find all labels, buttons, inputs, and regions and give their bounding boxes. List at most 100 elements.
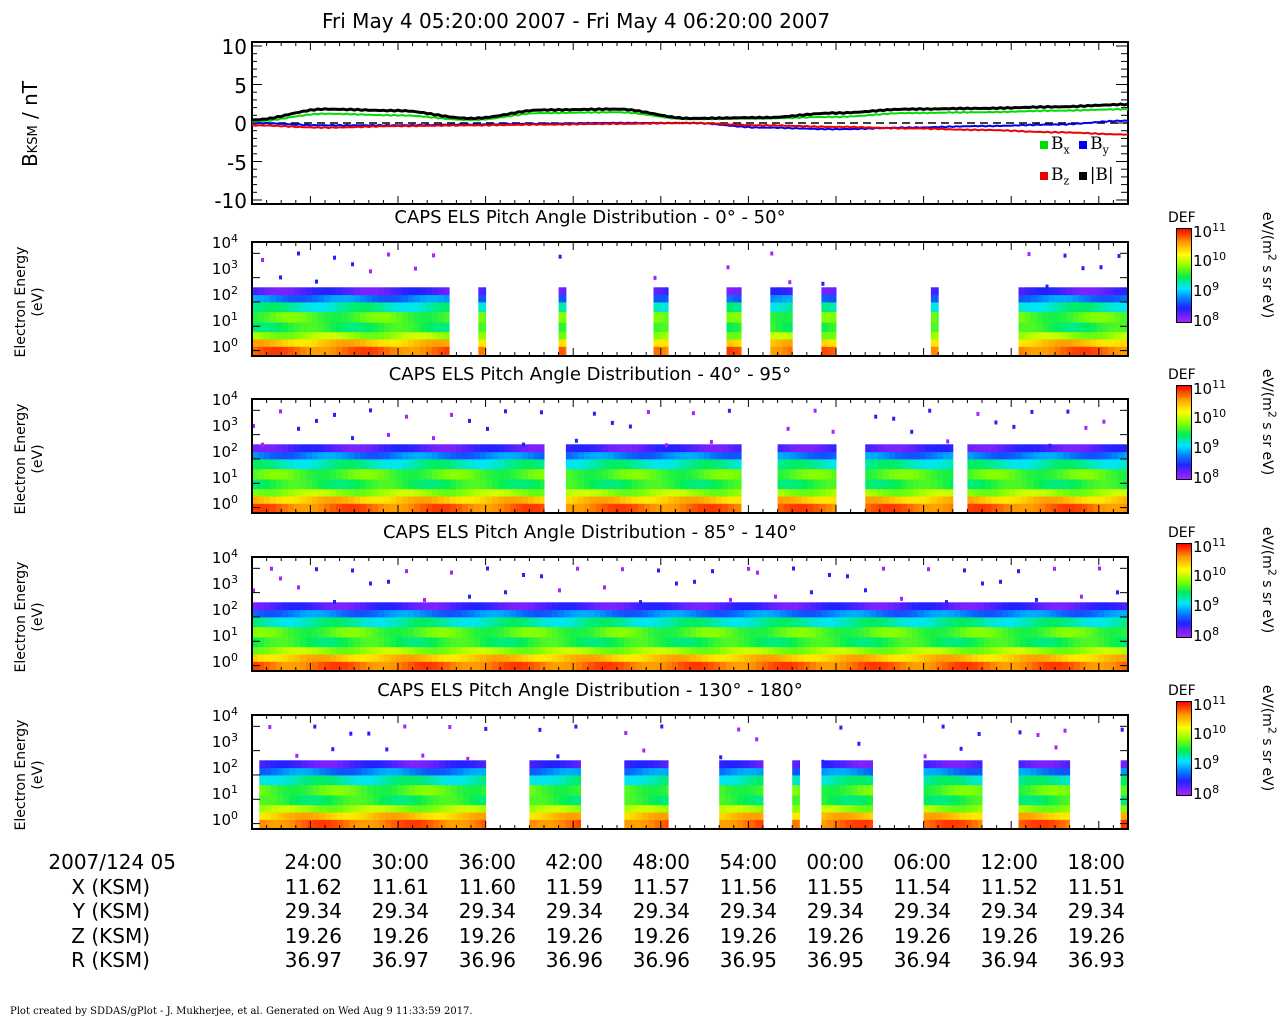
- spectrogram-cell: [827, 339, 834, 347]
- spectrogram-cell: [819, 444, 827, 453]
- spectrogram-cell: [659, 311, 666, 323]
- spectrogram-cell: [409, 775, 416, 786]
- spectrogram-cell: [468, 503, 475, 514]
- spectrogram-cells: [252, 408, 1129, 514]
- spectrogram-cell: [336, 617, 343, 628]
- spectrogram-cell: [1018, 294, 1025, 303]
- spectrogram-cell: [960, 654, 967, 662]
- spectrogram-cell: [1068, 637, 1075, 648]
- spectrogram-cell: [770, 346, 777, 357]
- spectrogram-cell: [373, 775, 380, 786]
- colorbar-gradient: [1176, 385, 1192, 480]
- spectrogram-cell: [929, 767, 937, 776]
- spectrogram-cell: [967, 459, 974, 470]
- spectrogram-cell: [324, 322, 331, 333]
- spectrogram-cell: [919, 468, 926, 480]
- spectrogram-cell: [755, 804, 762, 813]
- spectrogram-cell: [258, 496, 265, 504]
- spectrogram-cell: [450, 637, 457, 648]
- spectrogram-cell: [737, 784, 744, 796]
- spectrogram-cell: [780, 646, 787, 655]
- spectrogram-cell: [715, 503, 723, 514]
- spectrogram-cell: [733, 444, 741, 453]
- spectrogram-cell: [432, 654, 439, 662]
- spectrogram-cell: [348, 451, 355, 460]
- spectrogram-cell: [1105, 479, 1112, 490]
- spectrogram-cell: [776, 287, 783, 296]
- energy-tick: 103: [211, 731, 238, 751]
- spectrogram-cell: [349, 760, 356, 769]
- spectrogram-cell: [665, 294, 669, 303]
- spectrogram-cell: [660, 812, 667, 820]
- spectrogram-cell: [522, 637, 529, 648]
- spectrogram-cell: [1084, 287, 1091, 296]
- spectrogram-cell: [997, 459, 1004, 470]
- spectrogram-cell: [264, 339, 271, 347]
- spectrogram-cell: [642, 661, 649, 672]
- r-value: 36.94: [980, 948, 1038, 972]
- spectrogram-speckle: [994, 420, 998, 425]
- spectrogram-cell: [715, 496, 723, 504]
- energy-tick: 101: [211, 467, 238, 487]
- spectrogram-cell: [702, 602, 709, 611]
- spectrogram-cell: [967, 496, 974, 504]
- spectrogram-cell: [480, 488, 487, 497]
- spectrogram-cell: [474, 626, 481, 638]
- spectrogram-cell: [324, 479, 331, 490]
- spectrogram-cell: [756, 646, 763, 655]
- spectrogram-cell: [498, 488, 505, 497]
- spectrogram-cell: [947, 760, 955, 769]
- spectrogram-cell: [984, 626, 991, 638]
- spectrogram-cell: [570, 654, 577, 662]
- spectrogram-cell: [959, 775, 967, 786]
- spectrogram-cell: [636, 602, 643, 611]
- spectrogram-cell: [684, 609, 691, 618]
- spectrogram-cell: [312, 294, 319, 303]
- spectrogram-cell: [1036, 311, 1043, 323]
- spectrogram-cell: [295, 775, 302, 786]
- spectrogram-cell: [1060, 287, 1067, 296]
- spectrogram-cell: [559, 767, 566, 776]
- spectrogram-cell: [1063, 451, 1070, 460]
- colorbar-unit: eV/(m2 s sr eV): [1259, 684, 1279, 792]
- spectrogram-cell: [444, 488, 451, 497]
- spectrogram-cell: [396, 496, 403, 504]
- spectrogram-cell: [1108, 311, 1115, 323]
- spectrogram-cell: [276, 346, 283, 357]
- spectrogram-cell: [696, 654, 703, 662]
- spectrogram-cell: [708, 654, 715, 662]
- spectrogram-cell: [967, 451, 974, 460]
- spectrogram-cell: [906, 661, 913, 672]
- spectrogram-cell: [384, 346, 391, 357]
- spectrogram-cell: [807, 459, 815, 470]
- spectrogram-cell: [1020, 637, 1027, 648]
- spectrogram-cell: [679, 503, 687, 514]
- spectrogram-cell: [577, 812, 581, 820]
- r-value: 36.93: [1067, 948, 1125, 972]
- spectrogram-cell: [1090, 346, 1097, 357]
- spectrogram-cell: [889, 468, 896, 480]
- spectrogram-speckle: [333, 255, 336, 260]
- spectrogram-cell: [420, 479, 427, 490]
- spectrogram-cell: [576, 617, 583, 628]
- spectrogram-cell: [672, 609, 679, 618]
- spectrogram-cell: [1062, 626, 1069, 638]
- spectrogram-cell: [336, 488, 343, 497]
- spectrogram-cell: [367, 760, 374, 769]
- z-value: 19.26: [719, 924, 777, 948]
- spectrogram-cell: [366, 626, 373, 638]
- spectrogram-cell: [426, 646, 433, 655]
- spectrogram-cell: [834, 609, 841, 618]
- spectrogram-cell: [678, 602, 685, 611]
- spectrogram-cell: [277, 795, 284, 806]
- legend-bmag: |B|: [1078, 165, 1114, 185]
- spectrogram-cell: [654, 661, 661, 672]
- spectrogram-cell: [324, 468, 331, 480]
- spectrogram-cell: [565, 451, 573, 460]
- spectrogram-cell: [366, 311, 373, 323]
- spectrogram-cell: [306, 322, 313, 333]
- spectrogram-cell: [529, 775, 536, 786]
- spectrogram-cell: [1026, 617, 1033, 628]
- spectrogram-cell: [703, 459, 711, 470]
- spectrogram-cell: [1102, 294, 1109, 303]
